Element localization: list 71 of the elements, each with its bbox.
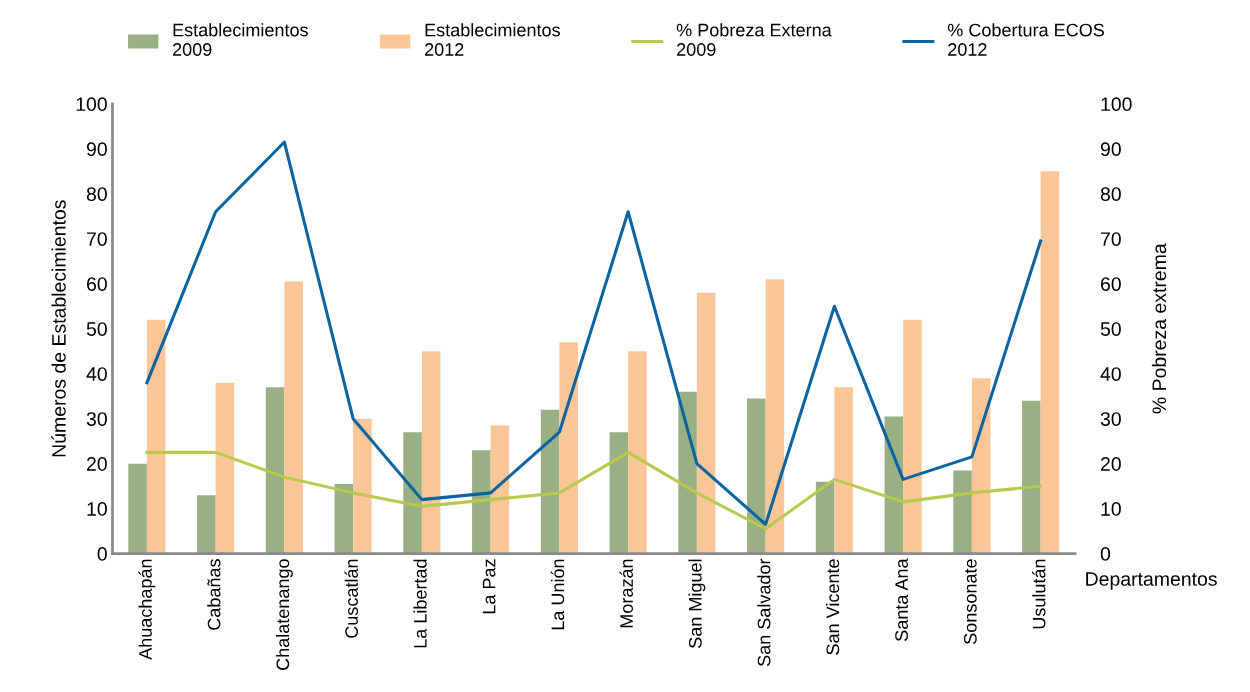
x-axis-title: Departamentos bbox=[1086, 572, 1217, 590]
bar bbox=[815, 481, 835, 554]
bar bbox=[353, 418, 372, 554]
y2-tick-label: 30 bbox=[1100, 412, 1121, 426]
y-tick-label: 20 bbox=[86, 457, 107, 471]
y2-tick-label: 100 bbox=[1101, 97, 1132, 112]
x-tick-label: La Libertad bbox=[413, 559, 427, 648]
y2-tick-label: 70 bbox=[1101, 232, 1121, 246]
bar bbox=[1040, 171, 1060, 554]
bar bbox=[903, 319, 922, 554]
y2-tick-label: 80 bbox=[1100, 187, 1121, 201]
bar bbox=[678, 391, 697, 554]
legend-label: Establecimientos 2012 bbox=[425, 23, 560, 56]
y-tick-label: 40 bbox=[86, 367, 107, 381]
bar bbox=[472, 450, 491, 554]
bar bbox=[765, 279, 785, 554]
line-series bbox=[145, 450, 1043, 531]
bar bbox=[421, 351, 441, 554]
x-tick-label: Chalatenango bbox=[275, 559, 293, 670]
legend-label: % Cobertura ECOS 2012 bbox=[947, 23, 1104, 56]
y2-tick-label: 40 bbox=[1100, 367, 1121, 381]
bar bbox=[834, 387, 853, 554]
bar bbox=[128, 463, 147, 554]
bar bbox=[334, 483, 354, 554]
y-tick-label: 30 bbox=[86, 412, 107, 426]
x-tick-label: Usulután bbox=[1032, 559, 1046, 629]
bar bbox=[953, 470, 972, 554]
y2-tick-label: 0 bbox=[1100, 547, 1111, 561]
bar bbox=[559, 342, 578, 554]
y2-tick-label: 10 bbox=[1101, 502, 1121, 516]
x-tick-label: Cuscatlán bbox=[344, 559, 358, 638]
bar bbox=[628, 351, 647, 554]
x-tick-label: Cabañas bbox=[207, 559, 221, 630]
line-series bbox=[145, 140, 1043, 526]
bar bbox=[696, 292, 716, 554]
bar bbox=[215, 382, 235, 554]
x-tick-label: Morazán bbox=[619, 559, 633, 628]
y2-tick-label: 90 bbox=[1100, 142, 1121, 157]
y-tick-label: 70 bbox=[87, 232, 107, 246]
x-tick-label: Sonsonate bbox=[963, 559, 977, 644]
bar bbox=[490, 425, 510, 554]
y2-axis-title: % Pobreza extrema bbox=[1151, 243, 1167, 414]
bar bbox=[609, 432, 629, 554]
bar bbox=[403, 432, 422, 554]
x-tick-label: Ahuachapán bbox=[138, 559, 156, 660]
x-tick-label: La Paz bbox=[482, 559, 496, 614]
legend-label: % Pobreza Externa 2009 bbox=[676, 23, 832, 56]
bar bbox=[747, 398, 766, 554]
x-tick-label: San Salvador bbox=[757, 558, 771, 667]
y2-tick-label: 60 bbox=[1100, 277, 1121, 291]
x-tick-label: Santa Ana bbox=[895, 558, 908, 641]
y2-tick-label: 50 bbox=[1100, 322, 1121, 336]
bar bbox=[284, 281, 303, 554]
x-tick-label: San Vicente bbox=[825, 559, 840, 655]
y2-tick-label: 20 bbox=[1100, 457, 1121, 471]
y-tick-label: 10 bbox=[87, 502, 107, 516]
y-tick-label: 100 bbox=[76, 97, 107, 112]
bar bbox=[1022, 400, 1041, 554]
y-axis-title: Números de Establecimientos bbox=[51, 200, 66, 457]
bar bbox=[197, 495, 216, 554]
y-tick-label: 80 bbox=[86, 187, 107, 201]
bar bbox=[265, 387, 285, 554]
y-tick-label: 0 bbox=[97, 547, 107, 561]
y-tick-label: 60 bbox=[87, 277, 107, 291]
bar bbox=[146, 319, 166, 554]
legend-label: Establecimientos 2009 bbox=[172, 23, 308, 56]
x-tick-label: San Miguel bbox=[688, 559, 706, 648]
y-tick-label: 90 bbox=[86, 142, 107, 157]
x-tick-label: La Unión bbox=[550, 559, 565, 630]
bar bbox=[540, 409, 560, 554]
y-tick-label: 50 bbox=[86, 322, 107, 336]
